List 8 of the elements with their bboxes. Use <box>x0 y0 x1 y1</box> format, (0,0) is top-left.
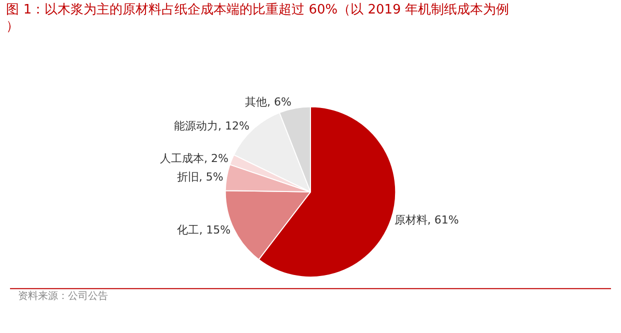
chart-title: 图 1：以木浆为主的原材料占纸企成本端的比重超过 60%（以 2019 年机制纸成本为例） <box>6 1 509 34</box>
slice-label: 能源动力, 12% <box>174 119 250 132</box>
slice-label: 其他, 6% <box>245 95 292 108</box>
slice-label: 原材料, 61% <box>394 213 459 226</box>
slice-label: 化工, 15% <box>177 224 231 237</box>
slice-label: 折旧, 5% <box>176 170 224 184</box>
text: 资料来源：公司公告 <box>18 290 108 302</box>
slice-label: 人工成本, 2% <box>160 152 228 166</box>
